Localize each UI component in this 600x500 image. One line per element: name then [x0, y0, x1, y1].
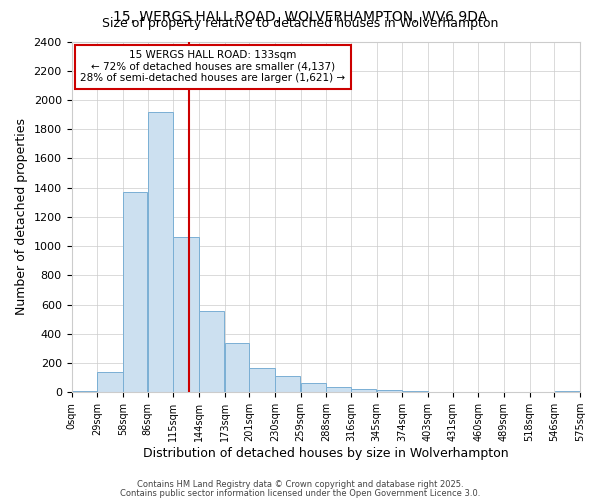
Bar	[326, 387, 351, 392]
Bar	[275, 376, 301, 392]
Bar	[97, 372, 122, 392]
Bar	[148, 112, 173, 392]
Bar	[301, 384, 326, 392]
Y-axis label: Number of detached properties: Number of detached properties	[15, 118, 28, 316]
Text: 15 WERGS HALL ROAD: 133sqm
← 72% of detached houses are smaller (4,137)
28% of s: 15 WERGS HALL ROAD: 133sqm ← 72% of deta…	[80, 50, 346, 84]
Text: Contains public sector information licensed under the Open Government Licence 3.: Contains public sector information licen…	[120, 488, 480, 498]
Text: Size of property relative to detached houses in Wolverhampton: Size of property relative to detached ho…	[102, 18, 498, 30]
Bar	[225, 344, 249, 392]
Bar	[173, 238, 199, 392]
X-axis label: Distribution of detached houses by size in Wolverhampton: Distribution of detached houses by size …	[143, 447, 509, 460]
Bar	[123, 192, 148, 392]
Bar	[199, 311, 224, 392]
Bar	[72, 391, 97, 392]
Text: Contains HM Land Registry data © Crown copyright and database right 2025.: Contains HM Land Registry data © Crown c…	[137, 480, 463, 489]
Bar	[377, 390, 402, 392]
Bar	[250, 368, 275, 392]
Text: 15, WERGS HALL ROAD, WOLVERHAMPTON, WV6 9DA: 15, WERGS HALL ROAD, WOLVERHAMPTON, WV6 …	[113, 10, 487, 24]
Bar	[351, 388, 376, 392]
